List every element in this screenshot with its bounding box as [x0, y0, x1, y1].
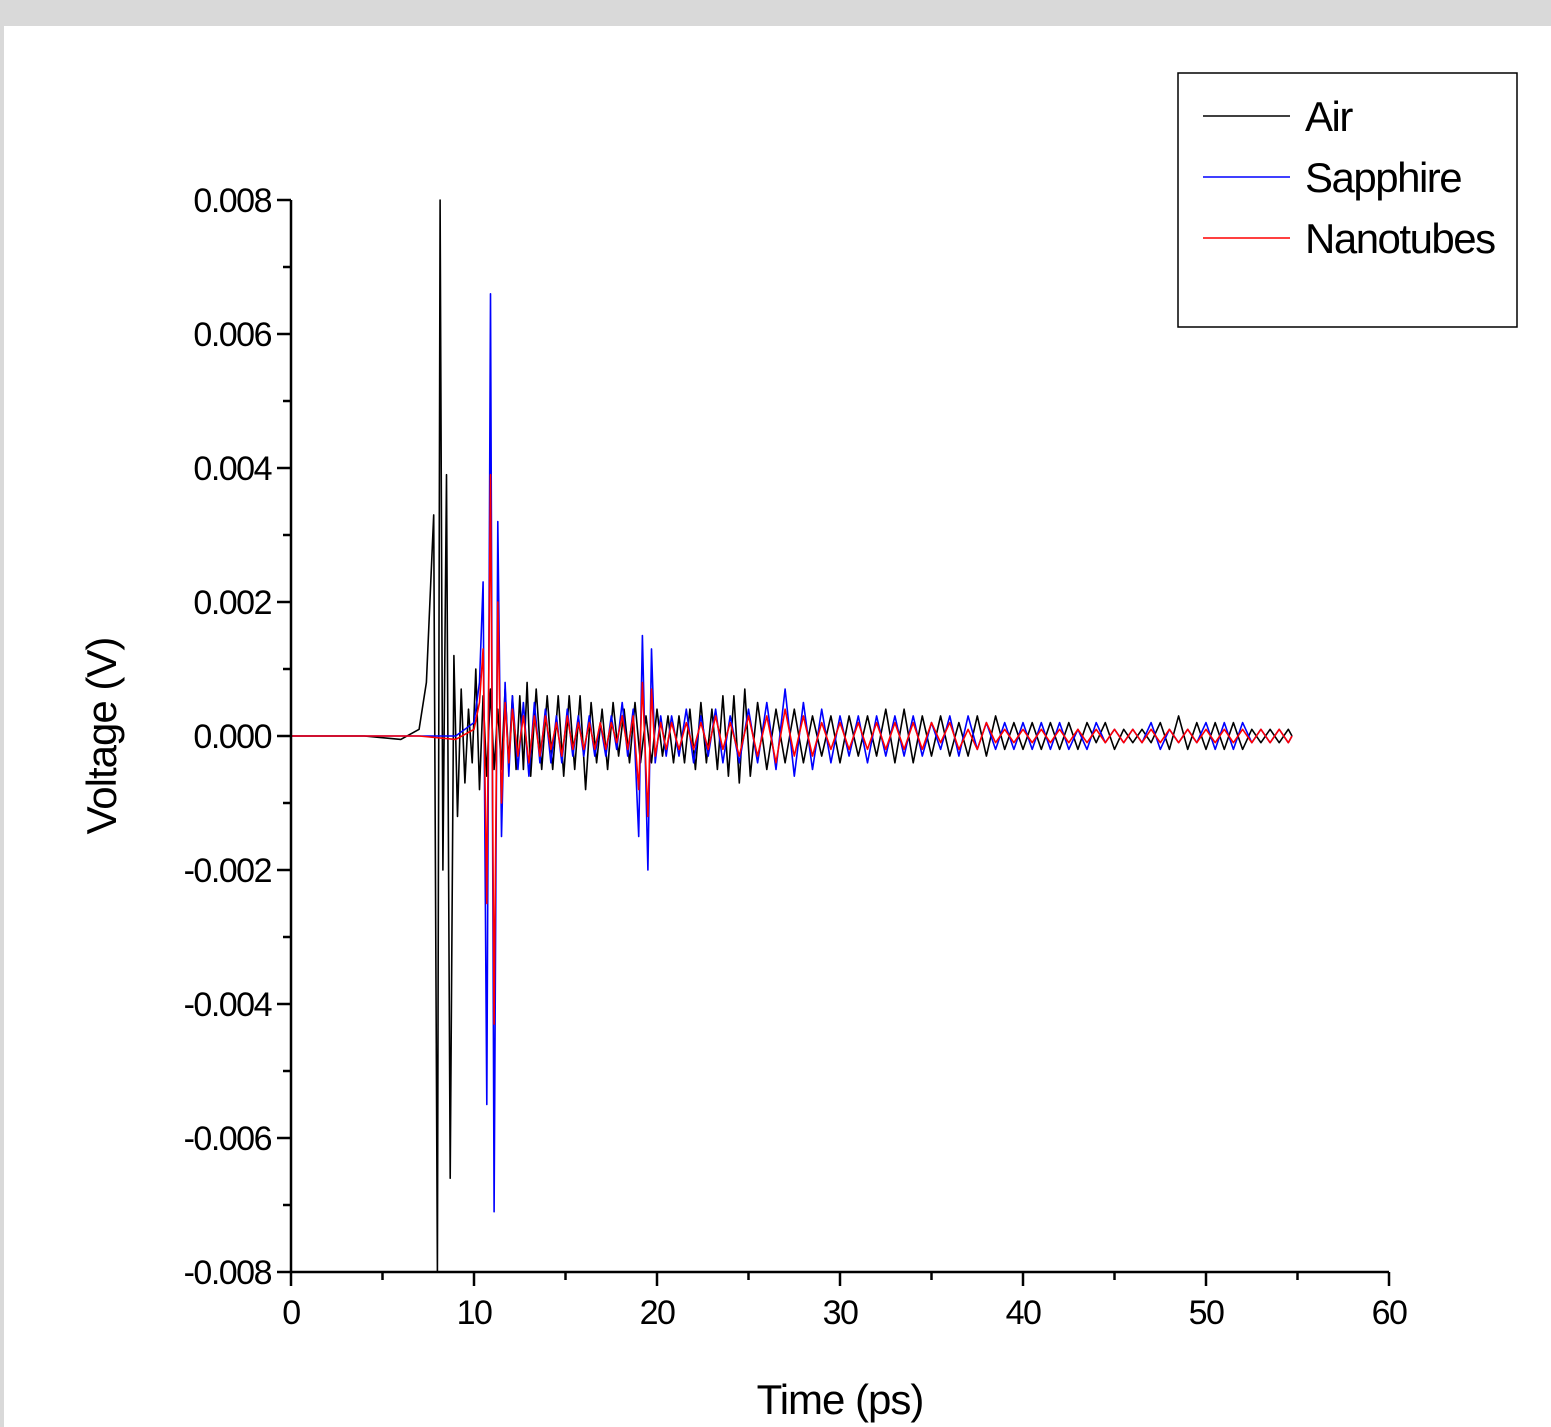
- y-tick-label: 0.008: [193, 182, 271, 220]
- series-layer: [291, 199, 1293, 1273]
- x-tick-label: 40: [1006, 1294, 1041, 1332]
- series-line-nanotubes: [291, 473, 1293, 1025]
- y-tick-label: 0.006: [193, 316, 271, 354]
- y-tick-label: -0.002: [184, 852, 272, 890]
- voltage-time-chart: -0.008 -0.006 -0.004 -0.002 0.000 0.002 0.004 0…: [78, 72, 1518, 1423]
- x-tick-label: 0: [282, 1294, 300, 1332]
- legend-label-nanotubes: Nanotubes: [1305, 215, 1495, 262]
- legend-box: [1177, 72, 1518, 328]
- y-axis-title: Voltage (V): [78, 638, 125, 835]
- chart-frame: -0.008 -0.006 -0.004 -0.002 0.000 0.002 0.004 0…: [4, 26, 1551, 1427]
- y-tick-label: 0.000: [193, 718, 271, 756]
- legend-label-air: Air: [1305, 93, 1353, 140]
- x-tick-label: 20: [640, 1294, 675, 1332]
- legend: Air Sapphire Nanotubes: [1177, 72, 1518, 328]
- y-tick-label: -0.006: [184, 1120, 272, 1158]
- y-ticks: -0.008 -0.006 -0.004 -0.002 0.000 0.002 0.004 0…: [184, 182, 291, 1292]
- x-tick-label: 60: [1372, 1294, 1407, 1332]
- y-tick-label: -0.008: [184, 1254, 272, 1292]
- x-axis-title: Time (ps): [757, 1376, 924, 1423]
- x-ticks: 0 10 20 30 40 50 60: [282, 1272, 1408, 1332]
- y-tick-label: 0.004: [193, 450, 271, 488]
- x-tick-label: 10: [457, 1294, 492, 1332]
- x-tick-label: 30: [823, 1294, 858, 1332]
- series-line-air: [291, 199, 1293, 1273]
- x-tick-label: 50: [1189, 1294, 1224, 1332]
- y-tick-label: -0.004: [184, 986, 272, 1024]
- legend-label-sapphire: Sapphire: [1305, 154, 1461, 201]
- y-tick-label: 0.002: [193, 584, 271, 622]
